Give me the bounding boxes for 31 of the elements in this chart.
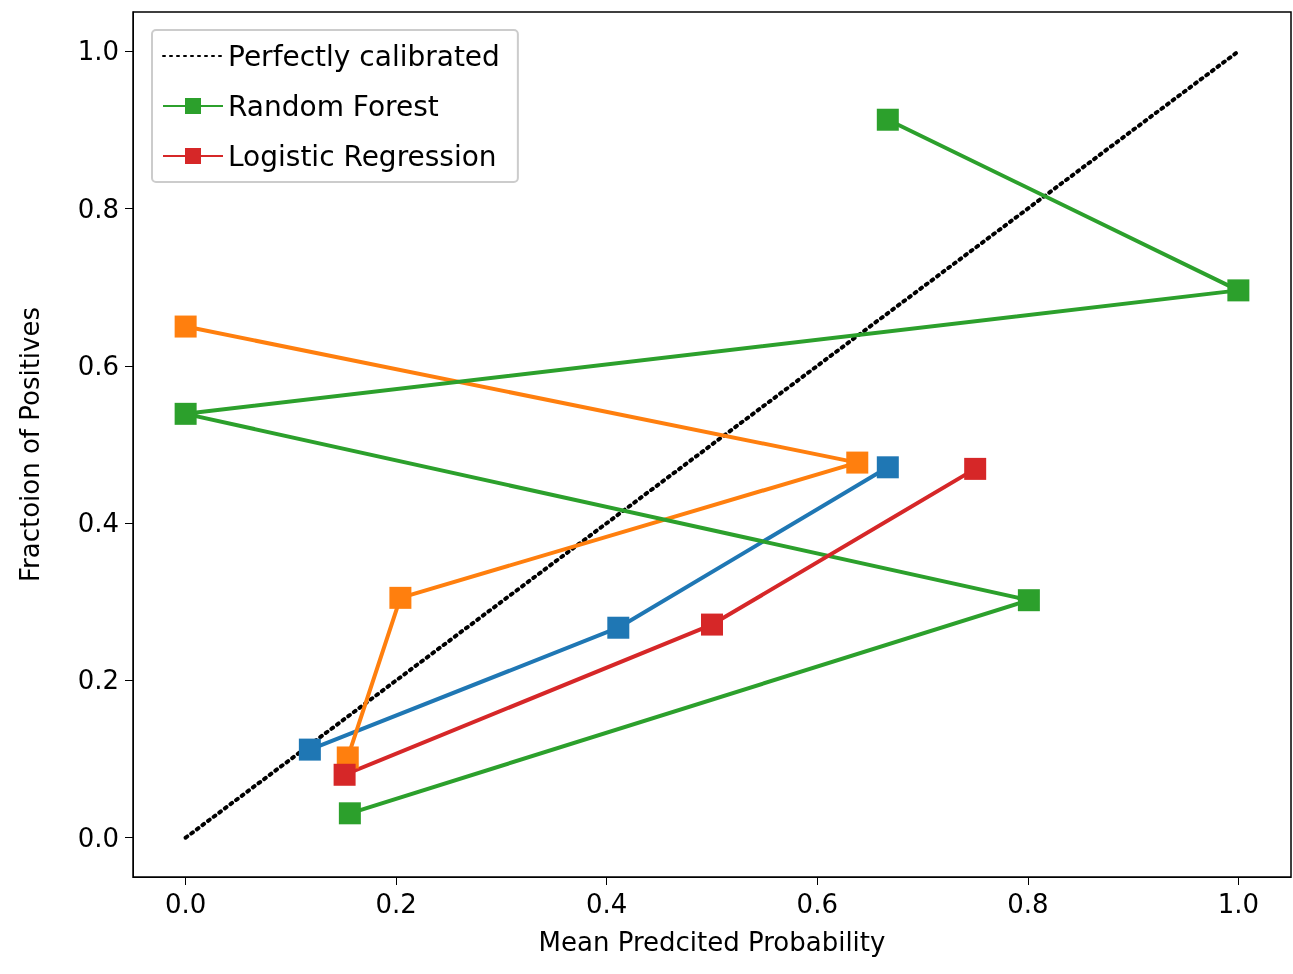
point bbox=[701, 613, 723, 636]
point bbox=[876, 456, 899, 479]
point bbox=[298, 738, 321, 761]
point bbox=[964, 457, 987, 480]
x-tick-label: 1.0 bbox=[1217, 889, 1260, 919]
y-tick-label: 0.0 bbox=[77, 822, 119, 853]
x-tick-label: 0.6 bbox=[796, 889, 838, 919]
point bbox=[174, 315, 197, 338]
legend-label: Perfectly calibrated bbox=[228, 39, 500, 73]
point bbox=[174, 402, 197, 425]
point bbox=[876, 108, 899, 131]
point bbox=[1227, 279, 1250, 302]
point bbox=[846, 451, 869, 474]
y-tick-label: 0.8 bbox=[77, 193, 119, 224]
point bbox=[389, 586, 412, 609]
legend-label: Random Forest bbox=[228, 89, 439, 123]
point bbox=[338, 802, 361, 825]
y-tick-label: 0.6 bbox=[77, 350, 119, 381]
point bbox=[607, 616, 630, 639]
y-tick-label: 0.4 bbox=[77, 508, 119, 539]
y-axis-title: Fractoion of Positives bbox=[15, 306, 45, 583]
point bbox=[1017, 589, 1040, 612]
y-tick-label: 0.2 bbox=[77, 665, 119, 696]
x-tick-label: 0.2 bbox=[375, 889, 417, 919]
x-tick-label: 0.8 bbox=[1007, 889, 1049, 919]
x-tick-label: 0.0 bbox=[164, 889, 207, 919]
x-tick-label: 0.4 bbox=[586, 889, 628, 919]
point bbox=[333, 763, 356, 786]
y-tick-label: 1.0 bbox=[77, 36, 119, 67]
legend-label: Logistic Regression bbox=[228, 139, 497, 173]
x-axis-title: Mean Predcited Probability bbox=[538, 927, 886, 957]
